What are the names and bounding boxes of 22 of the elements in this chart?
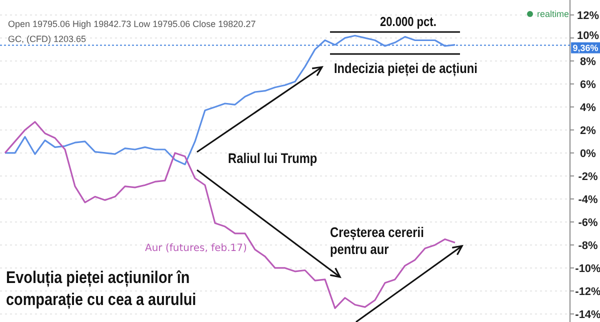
y-tick-label: 2% — [580, 124, 596, 137]
y-tick-label: 4% — [580, 102, 596, 114]
annotation: GC, (CFD) 1203.65 — [8, 34, 86, 44]
annotation: Raliul lui Trump — [228, 150, 318, 166]
y-tick-label: 0% — [580, 148, 596, 160]
ref-line-label: 9,36% — [572, 42, 598, 53]
annotation: Open 19795.06 High 19842.73 Low 19795.06 Close 19820.27 — [8, 19, 256, 29]
annotation: Creșterea cererii pentru aur — [330, 224, 424, 258]
line-series — [4, 121, 456, 309]
text: Evoluția pieței acțiunilor în comparație cu cea a aurului — [6, 268, 196, 310]
series-label: Aur (futures, feb.17) — [145, 243, 248, 254]
y-tick-label: -4% — [578, 194, 598, 206]
y-tick-label: 10% — [576, 30, 600, 42]
annotation: Indecizia pieței de acțiuni — [334, 60, 478, 78]
y-tick-label: -8% — [578, 240, 598, 252]
y-tick-label: 8% — [580, 56, 596, 68]
annotation: 20.000 pct. — [380, 14, 436, 30]
y-tick-label: -6% — [578, 216, 598, 229]
text: realtime — [537, 9, 570, 19]
y-tick-label: 6% — [580, 78, 596, 91]
y-tick-label: 12% — [576, 10, 600, 22]
y-tick-label: -2% — [578, 170, 598, 183]
